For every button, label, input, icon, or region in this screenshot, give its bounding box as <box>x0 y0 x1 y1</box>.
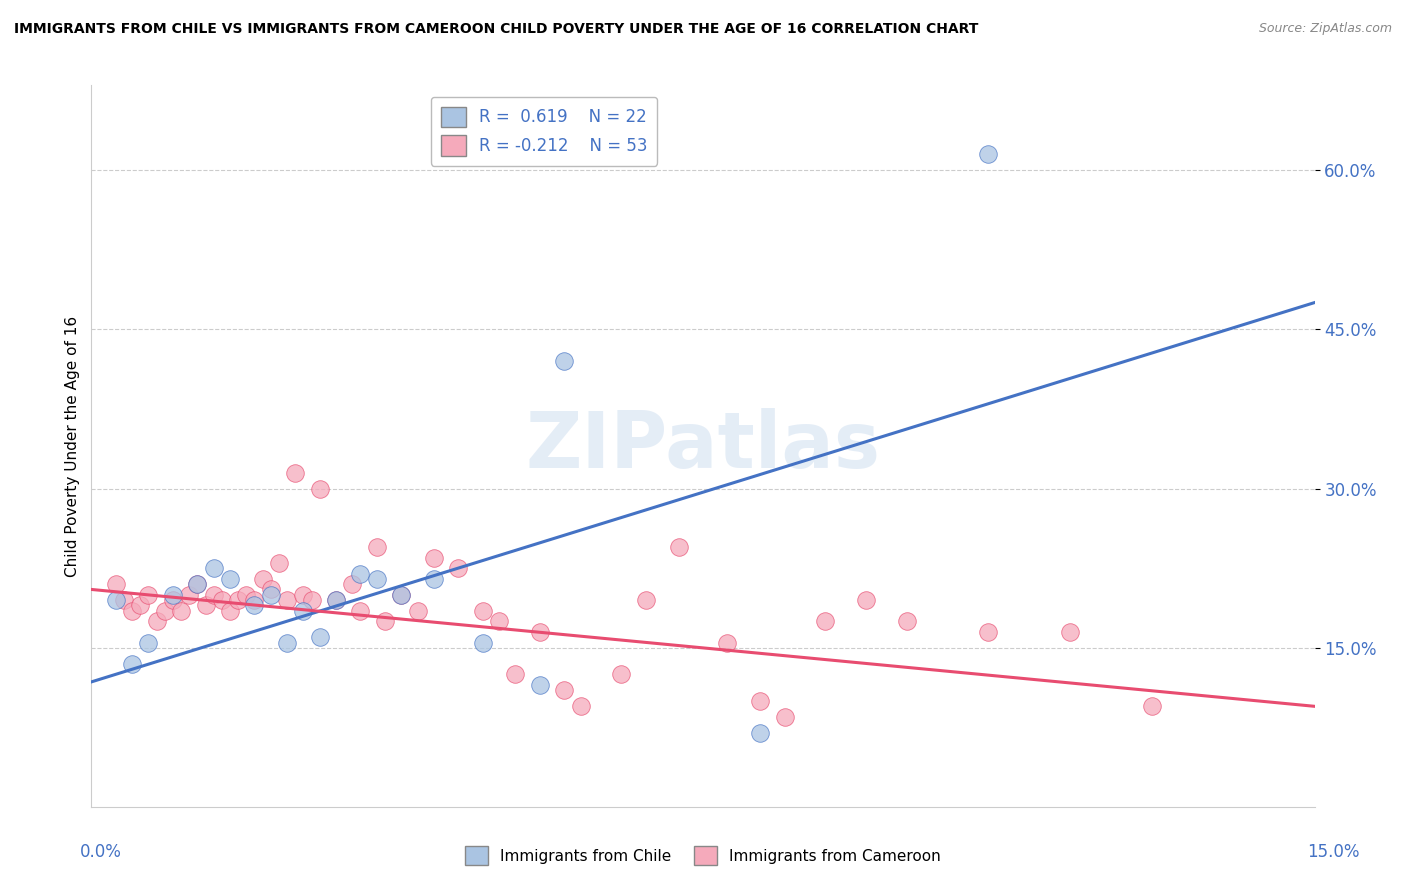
Point <box>1140 699 1163 714</box>
Point <box>219 604 242 618</box>
Point <box>276 635 298 649</box>
Point <box>104 577 127 591</box>
Point <box>668 540 690 554</box>
Point <box>308 482 330 496</box>
Point <box>260 588 283 602</box>
Text: IMMIGRANTS FROM CHILE VS IMMIGRANTS FROM CAMEROON CHILD POVERTY UNDER THE AGE OF: IMMIGRANTS FROM CHILE VS IMMIGRANTS FROM… <box>14 22 979 37</box>
Point <box>553 354 575 368</box>
Text: 15.0%: 15.0% <box>1306 843 1360 861</box>
Point <box>260 582 283 597</box>
Point <box>276 593 298 607</box>
Point <box>977 624 1000 639</box>
Point <box>349 604 371 618</box>
Point <box>389 588 412 602</box>
Point <box>325 593 347 607</box>
Point <box>366 540 388 554</box>
Text: Source: ZipAtlas.com: Source: ZipAtlas.com <box>1258 22 1392 36</box>
Point <box>267 556 290 570</box>
Point <box>749 694 772 708</box>
Point <box>292 604 315 618</box>
Point <box>488 615 510 629</box>
Legend: R =  0.619    N = 22, R = -0.212    N = 53: R = 0.619 N = 22, R = -0.212 N = 53 <box>430 96 658 166</box>
Point <box>186 577 208 591</box>
Point <box>471 635 494 649</box>
Point <box>389 588 412 602</box>
Point <box>284 466 307 480</box>
Point <box>342 577 364 591</box>
Point <box>162 593 184 607</box>
Point <box>325 593 347 607</box>
Y-axis label: Child Poverty Under the Age of 16: Child Poverty Under the Age of 16 <box>65 316 80 576</box>
Point <box>202 561 225 575</box>
Point <box>1059 624 1081 639</box>
Point <box>243 593 266 607</box>
Point <box>179 588 201 602</box>
Point <box>308 630 330 644</box>
Point <box>855 593 877 607</box>
Point <box>569 699 592 714</box>
Point <box>170 604 193 618</box>
Point <box>447 561 470 575</box>
Point <box>138 635 160 649</box>
Point <box>529 678 551 692</box>
Point <box>226 593 249 607</box>
Point <box>138 588 160 602</box>
Point <box>349 566 371 581</box>
Point <box>104 593 127 607</box>
Point <box>243 599 266 613</box>
Point <box>814 615 837 629</box>
Point <box>773 710 796 724</box>
Point <box>292 588 315 602</box>
Point <box>366 572 388 586</box>
Point <box>211 593 233 607</box>
Point <box>186 577 208 591</box>
Point <box>406 604 429 618</box>
Legend: Immigrants from Chile, Immigrants from Cameroon: Immigrants from Chile, Immigrants from C… <box>458 840 948 871</box>
Point <box>112 593 135 607</box>
Point <box>374 615 396 629</box>
Point <box>423 550 446 565</box>
Point <box>235 588 257 602</box>
Point <box>716 635 738 649</box>
Point <box>505 667 527 681</box>
Point <box>977 146 1000 161</box>
Point <box>896 615 918 629</box>
Point <box>423 572 446 586</box>
Text: 0.0%: 0.0% <box>80 843 122 861</box>
Point <box>219 572 242 586</box>
Point <box>129 599 152 613</box>
Text: ZIPatlas: ZIPatlas <box>526 408 880 484</box>
Point <box>529 624 551 639</box>
Point <box>162 588 184 602</box>
Point <box>121 604 143 618</box>
Point <box>634 593 657 607</box>
Point <box>301 593 323 607</box>
Point <box>749 726 772 740</box>
Point <box>252 572 274 586</box>
Point <box>121 657 143 671</box>
Point <box>553 683 575 698</box>
Point <box>145 615 167 629</box>
Point <box>153 604 176 618</box>
Point <box>610 667 633 681</box>
Point <box>202 588 225 602</box>
Point <box>471 604 494 618</box>
Point <box>194 599 217 613</box>
